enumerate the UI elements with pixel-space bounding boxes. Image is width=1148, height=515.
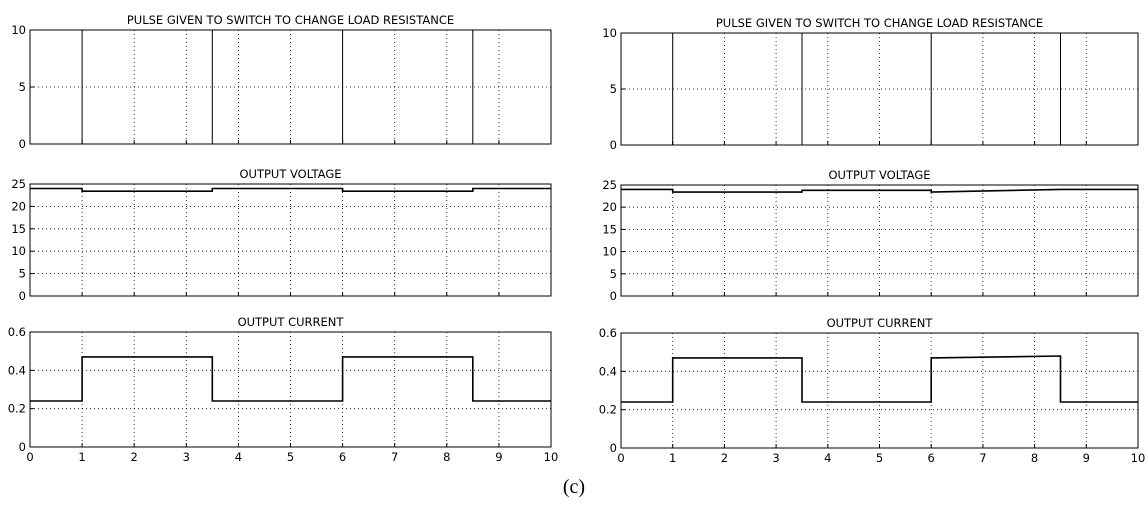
y-tick-label: 20: [11, 199, 26, 213]
y-tick-label: 25: [602, 178, 617, 192]
x-tick-label: 4: [824, 451, 831, 465]
x-tick-label: 5: [876, 451, 883, 465]
x-tick-label: 9: [495, 450, 502, 464]
x-tick-label: 6: [339, 450, 346, 464]
y-tick-label: 10: [602, 245, 617, 259]
x-tick-label: 0: [617, 451, 624, 465]
panel-title: OUTPUT VOLTAGE: [828, 168, 930, 182]
x-tick-label: 10: [544, 450, 559, 464]
x-tick-label: 2: [721, 451, 728, 465]
y-tick-label: 0.6: [599, 326, 617, 340]
y-tick-label: 5: [610, 267, 617, 281]
figure: PULSE GIVEN TO SWITCH TO CHANGE LOAD RES…: [8, 13, 1146, 465]
series-line: [621, 32, 1138, 146]
x-tick-label: 0: [26, 450, 33, 464]
x-tick-label: 3: [183, 450, 190, 464]
y-tick-label: 10: [11, 23, 26, 37]
chart-panel-2: OUTPUT VOLTAGE 0 5 10 15 20 25: [11, 167, 552, 303]
y-tick-label: 0: [610, 289, 617, 303]
y-tick-label: 0.4: [8, 363, 26, 377]
series-line: [30, 187, 551, 192]
x-tick-label: 7: [391, 450, 398, 464]
x-tick-label: 5: [287, 450, 294, 464]
y-tick-label: 0: [19, 289, 26, 303]
series-line: [621, 355, 1138, 403]
x-tick-label: 1: [669, 451, 676, 465]
x-tick-label: 2: [131, 450, 138, 464]
x-tick-label: 9: [1083, 451, 1090, 465]
y-tick-label: 0.4: [599, 364, 617, 378]
series-line: [30, 29, 551, 145]
x-tick-label: 10: [1131, 451, 1146, 465]
y-tick-label: 10: [11, 244, 26, 258]
chart-panel-6: OUTPUT CURRENT 0 0.2 0.4 0.6 0 1 2 3 4 5 6 7 8 9 10: [599, 316, 1146, 465]
x-tick-label: 8: [443, 450, 450, 464]
x-tick-label: 7: [979, 451, 986, 465]
y-tick-label: 0: [19, 440, 26, 454]
y-tick-label: 0: [610, 138, 617, 152]
panel-title: PULSE GIVEN TO SWITCH TO CHANGE LOAD RES…: [716, 16, 1043, 30]
panel-title: OUTPUT CURRENT: [238, 315, 345, 329]
chart-panel-5: OUTPUT VOLTAGE 0 5 10 15 20 25: [602, 168, 1139, 303]
panel-title: OUTPUT CURRENT: [827, 316, 934, 330]
chart-panel-3: OUTPUT CURRENT 0 0.2 0.4 0.6 0 1 2 3 4 5 6 7 8 9 10: [8, 315, 559, 464]
y-tick-label: 10: [602, 26, 617, 40]
x-tick-label: 1: [78, 450, 85, 464]
x-tick-label: 4: [235, 450, 242, 464]
y-tick-label: 0: [610, 441, 617, 455]
x-tick-label: 3: [772, 451, 779, 465]
y-tick-label: 5: [19, 80, 26, 94]
y-tick-label: 0.6: [8, 325, 26, 339]
panel-title: PULSE GIVEN TO SWITCH TO CHANGE LOAD RES…: [127, 13, 454, 27]
y-tick-label: 20: [602, 200, 617, 214]
series-line: [621, 188, 1138, 193]
chart-panel-1: PULSE GIVEN TO SWITCH TO CHANGE LOAD RES…: [11, 13, 552, 151]
y-tick-label: 0.2: [599, 403, 617, 417]
y-tick-label: 25: [11, 177, 26, 191]
y-tick-label: 0.2: [8, 402, 26, 416]
figure-caption: (c): [562, 476, 586, 498]
y-tick-label: 15: [602, 222, 617, 236]
chart-panel-4: PULSE GIVEN TO SWITCH TO CHANGE LOAD RES…: [602, 16, 1139, 152]
y-tick-label: 5: [19, 267, 26, 281]
y-tick-label: 15: [11, 222, 26, 236]
series-line: [30, 356, 551, 402]
y-tick-label: 0: [19, 137, 26, 151]
y-tick-label: 5: [610, 82, 617, 96]
panel-title: OUTPUT VOLTAGE: [239, 167, 341, 181]
x-tick-label: 8: [1031, 451, 1038, 465]
x-tick-label: 6: [928, 451, 935, 465]
